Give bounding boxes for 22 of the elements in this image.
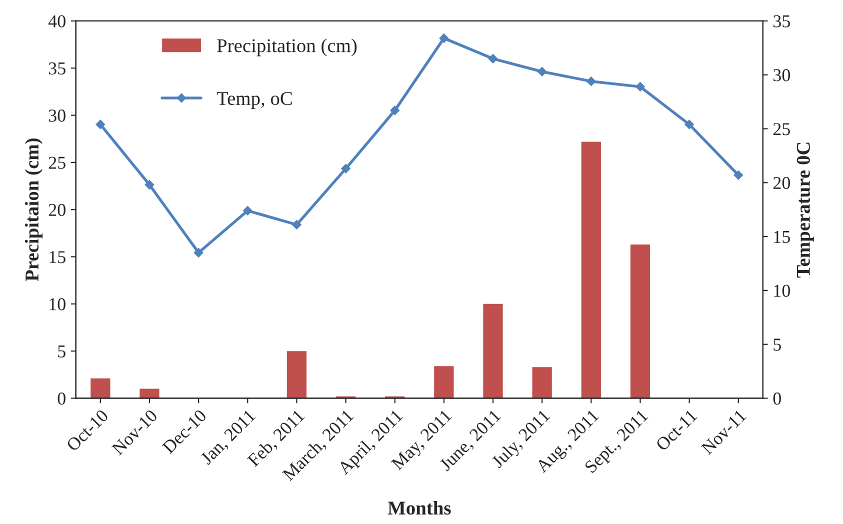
legend-label: Temp, oC: [216, 92, 292, 109]
y-tick-label: 5: [58, 346, 66, 358]
y2-tick-label: 35: [774, 15, 790, 28]
y-tick-label: 10: [50, 298, 66, 310]
y2-tick-label: 0: [773, 392, 781, 405]
y-tick-label: 40: [48, 15, 66, 28]
legend-label: Precipitation (cm): [217, 38, 357, 56]
y-tick-label: 35: [48, 62, 66, 75]
y-tick-label: 15: [50, 251, 66, 264]
y2-tick-label: 5: [774, 338, 781, 351]
y-tick-label: 20: [48, 204, 66, 216]
x-axis-title: Months: [388, 500, 451, 515]
y2-tick-label: 10: [774, 284, 790, 297]
y2-tick-label: 15: [774, 230, 790, 243]
y2-tick-label: 25: [773, 123, 790, 136]
y2-tick-label: 20: [773, 176, 790, 190]
y2-tick-label: 30: [774, 69, 790, 82]
y2-axis-title: Temperature 0C: [796, 142, 814, 278]
y-tick-label: 0: [58, 392, 66, 405]
y-tick-label: 30: [48, 110, 66, 122]
y-tick-label: 25: [48, 156, 66, 169]
y-axis-title: Precipitaion (cm): [24, 138, 43, 282]
